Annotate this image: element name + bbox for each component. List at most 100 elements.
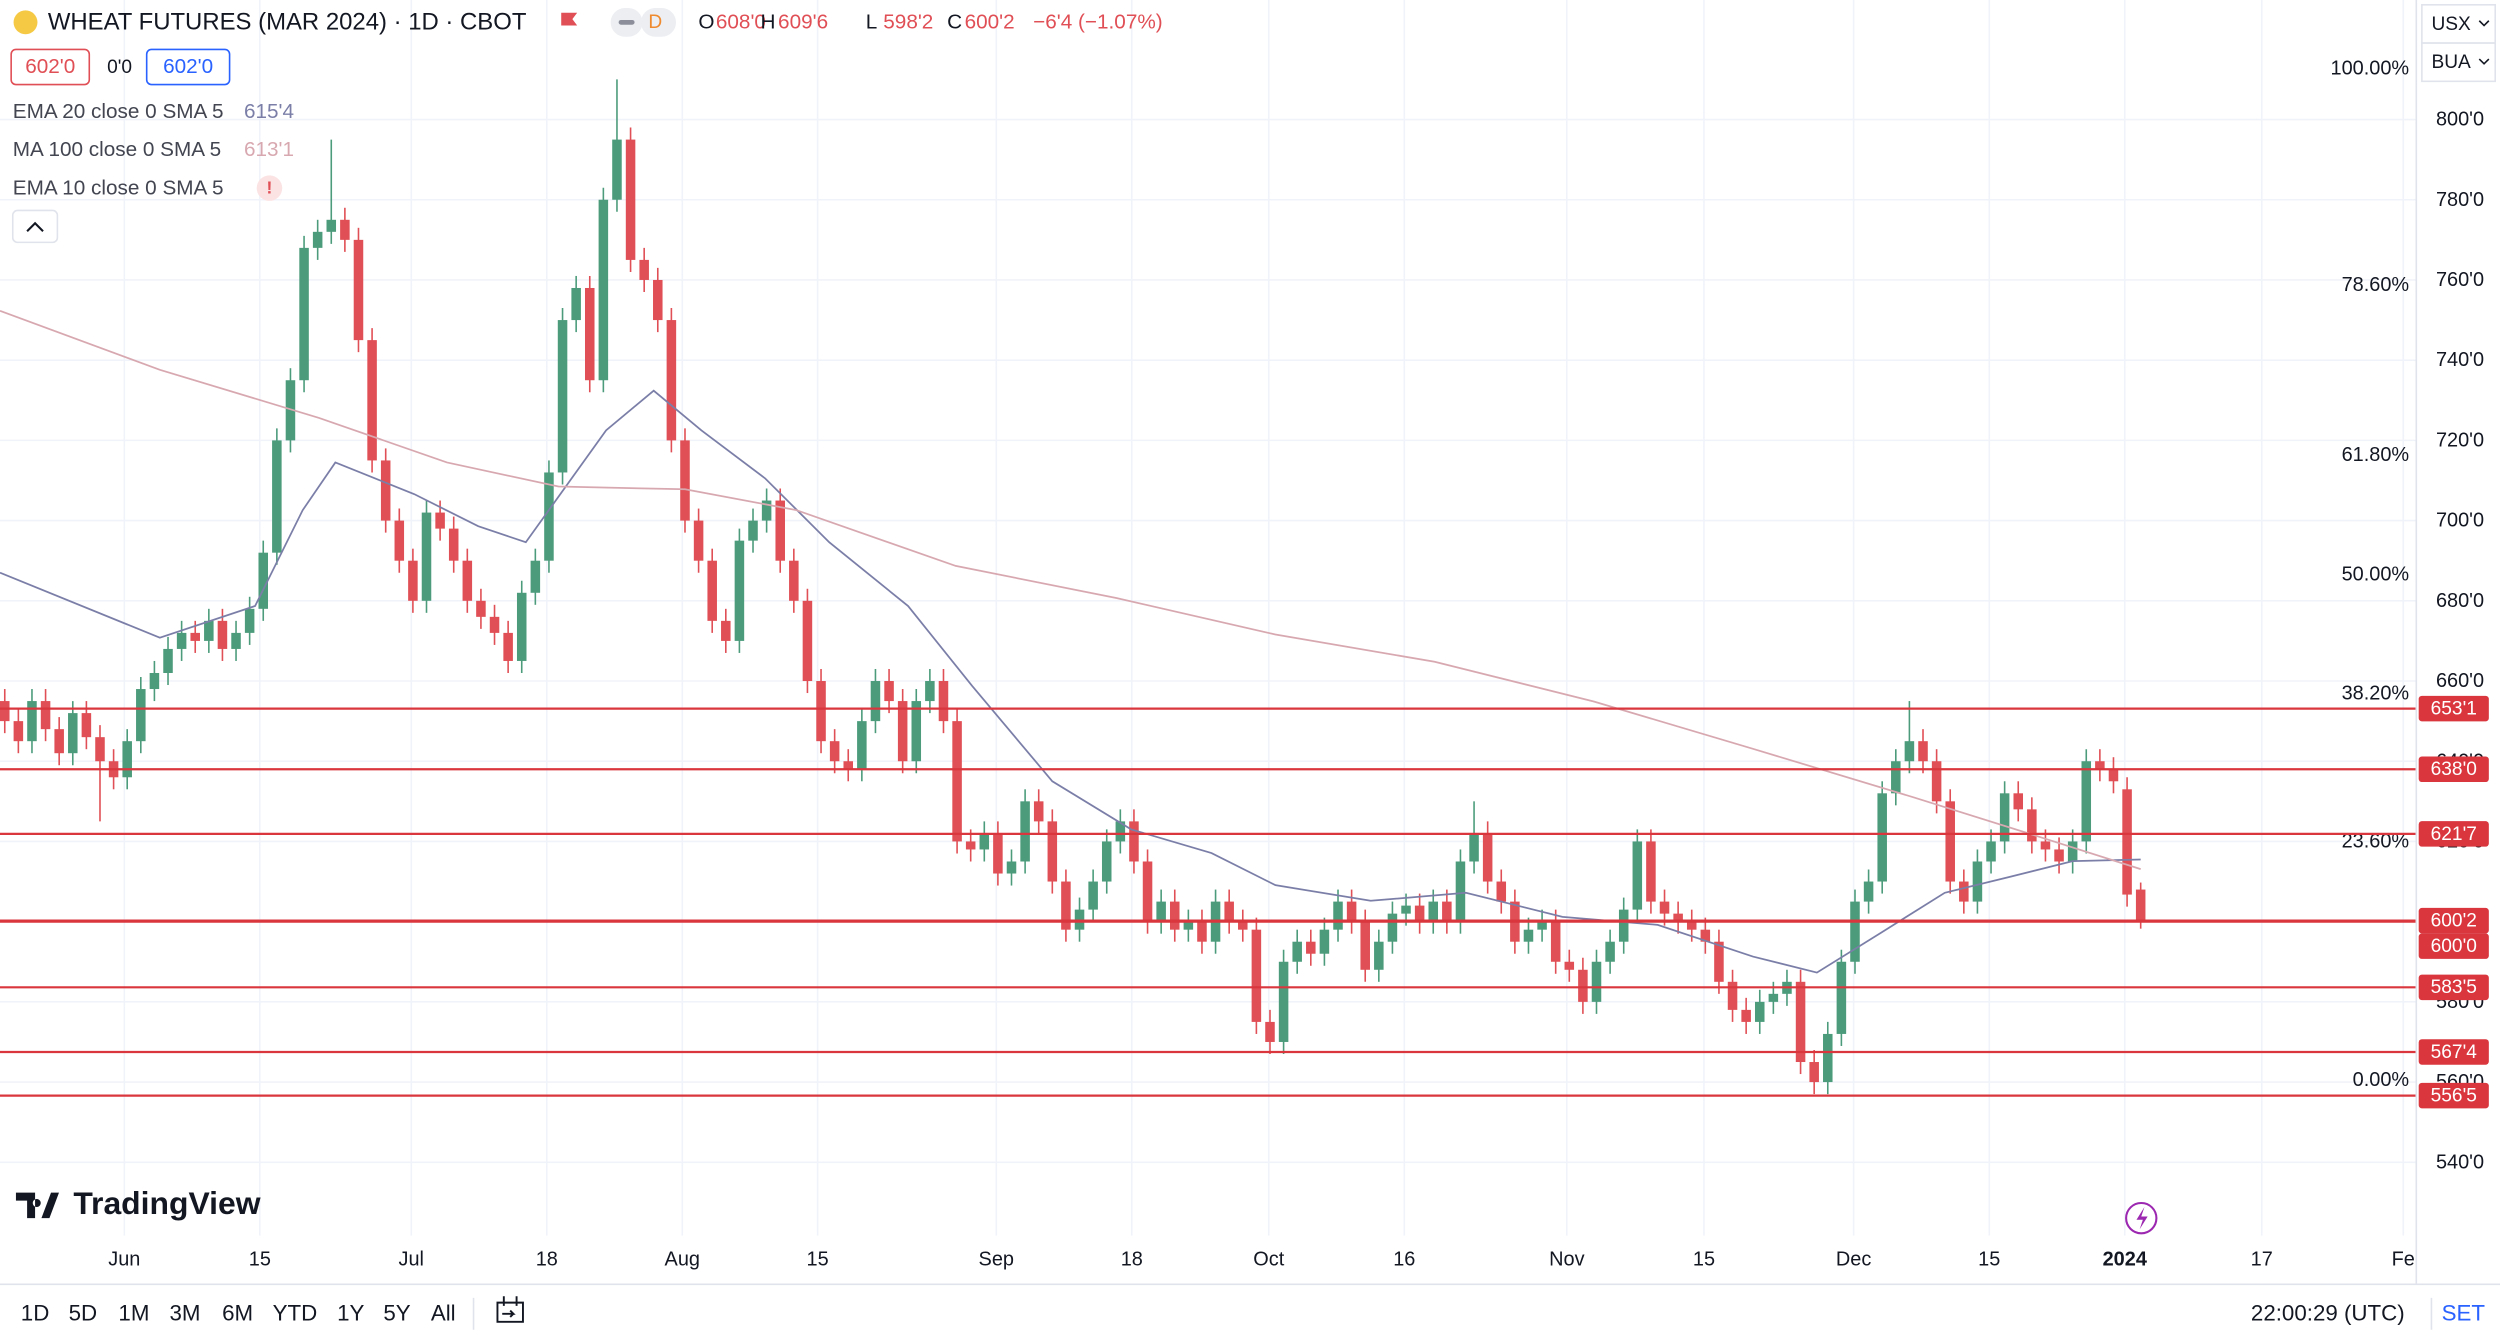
ohlc-key: O: [698, 11, 714, 34]
ohlc-key: C: [947, 11, 962, 34]
candle-body: [136, 689, 146, 742]
y-tick-label: 760'0: [2436, 269, 2484, 291]
x-tick-label: 16: [1393, 1249, 1415, 1271]
candle-body: [2135, 889, 2146, 921]
candle-body: [1020, 801, 1030, 862]
ohlc-value: 609'6: [778, 11, 828, 34]
level-label-box: [2418, 821, 2489, 847]
x-tick-label: 15: [249, 1249, 271, 1271]
candle-body: [13, 721, 24, 742]
level-label-box: [2418, 907, 2489, 934]
y-tick-label: 680'0: [2436, 590, 2484, 612]
candle-body: [1387, 913, 1398, 942]
date-range-icon[interactable]: [496, 1296, 524, 1323]
unit[interactable]: BUA: [2431, 52, 2471, 73]
clock[interactable]: 22:00:29 (UTC): [2251, 1300, 2405, 1325]
candle-body: [843, 761, 854, 770]
logo-icon: [15, 1192, 59, 1219]
range-button[interactable]: 5Y: [383, 1300, 410, 1325]
candle-body: [1088, 881, 1098, 910]
level-label: 600'0: [2431, 936, 2477, 957]
candle-body: [1251, 929, 1262, 1022]
x-tick-label: 18: [536, 1249, 558, 1271]
indicator-label[interactable]: EMA 10 close 0 SMA 5: [13, 176, 224, 199]
indicator-value: 613'1: [244, 138, 294, 161]
candle-body: [775, 500, 785, 561]
currency[interactable]: USX: [2431, 14, 2471, 35]
chevron-icon: [26, 221, 44, 232]
candle-body: [217, 620, 228, 649]
candle-body: [1850, 901, 1860, 962]
badge-bg: [640, 7, 677, 37]
candle-body: [1768, 993, 1779, 1002]
candle-body: [1959, 881, 1969, 902]
collapse-button[interactable]: [11, 209, 59, 244]
y-tick-label: 800'0: [2436, 109, 2484, 131]
candle-body: [326, 219, 337, 232]
candle-body: [27, 701, 37, 742]
level-label-box: [2418, 1039, 2489, 1065]
candle-body: [653, 279, 663, 321]
settings[interactable]: SET: [2442, 1300, 2486, 1325]
candle-body: [1496, 881, 1507, 902]
symbol-title[interactable]: WHEAT FUTURES (MAR 2024) · 1D · CBOT: [48, 8, 527, 35]
candle-body: [598, 199, 609, 381]
buy-box[interactable]: [145, 48, 231, 86]
candle-body: [231, 632, 241, 649]
candle-body: [1741, 1009, 1751, 1022]
candle-body: [1632, 841, 1643, 910]
candle-body: [1428, 901, 1439, 922]
x-tick-label: 15: [807, 1249, 829, 1271]
fib-label: 78.60%: [2342, 274, 2410, 296]
candle-body: [584, 287, 595, 381]
range-button[interactable]: 1M: [118, 1300, 149, 1325]
candle-body: [938, 681, 949, 722]
eye-icon: [618, 19, 635, 25]
candle-body: [1278, 961, 1289, 1042]
range-button[interactable]: 5D: [69, 1300, 98, 1325]
ohlc-key: L: [866, 11, 878, 34]
candle-body: [40, 701, 51, 730]
range-button[interactable]: All: [431, 1300, 456, 1325]
candle-body: [2054, 849, 2064, 862]
candle-body: [707, 560, 717, 621]
candle-body: [1754, 1001, 1765, 1022]
y-tick-label: 720'0: [2436, 429, 2484, 451]
candle-body: [530, 560, 541, 593]
range-button[interactable]: YTD: [273, 1300, 318, 1325]
fib-label: 23.60%: [2342, 830, 2410, 852]
range-button[interactable]: 3M: [169, 1300, 200, 1325]
candle-body: [380, 460, 391, 521]
fib-label: 38.20%: [2342, 683, 2410, 705]
candle-body: [1591, 961, 1602, 1002]
level-label-box: [2418, 695, 2489, 722]
flag-icon[interactable]: [561, 12, 578, 26]
candle-body: [285, 380, 296, 441]
candle-body: [176, 632, 187, 649]
lightning-icon: [2136, 1206, 2148, 1230]
level-label: 600'2: [2431, 910, 2477, 931]
candle-body: [1578, 969, 1588, 1002]
sell-box[interactable]: [10, 48, 91, 86]
candle-body: [516, 592, 527, 661]
candle-body: [190, 632, 200, 641]
symbol-icon[interactable]: [13, 10, 38, 35]
candle-body: [1659, 901, 1670, 914]
candle-body: [2122, 789, 2132, 895]
candle-body: [721, 620, 731, 641]
candle-body: [1809, 1062, 1819, 1083]
sell-price[interactable]: 602'0: [25, 55, 75, 78]
indicator-label[interactable]: EMA 20 close 0 SMA 5: [13, 100, 224, 123]
range-button[interactable]: 1D: [21, 1300, 50, 1325]
candle-body: [734, 540, 745, 641]
indicator-label[interactable]: MA 100 close 0 SMA 5: [13, 138, 221, 161]
buy-price[interactable]: 602'0: [163, 55, 213, 78]
candle-body: [1482, 833, 1493, 882]
logo-text: TradingView: [73, 1185, 260, 1221]
ohlc-value: 608'0: [716, 11, 766, 34]
candle-body: [1129, 821, 1139, 862]
range-button[interactable]: 6M: [222, 1300, 253, 1325]
fib-label: 100.00%: [2331, 58, 2410, 80]
candle-body: [1265, 1021, 1275, 1042]
range-button[interactable]: 1Y: [337, 1300, 364, 1325]
